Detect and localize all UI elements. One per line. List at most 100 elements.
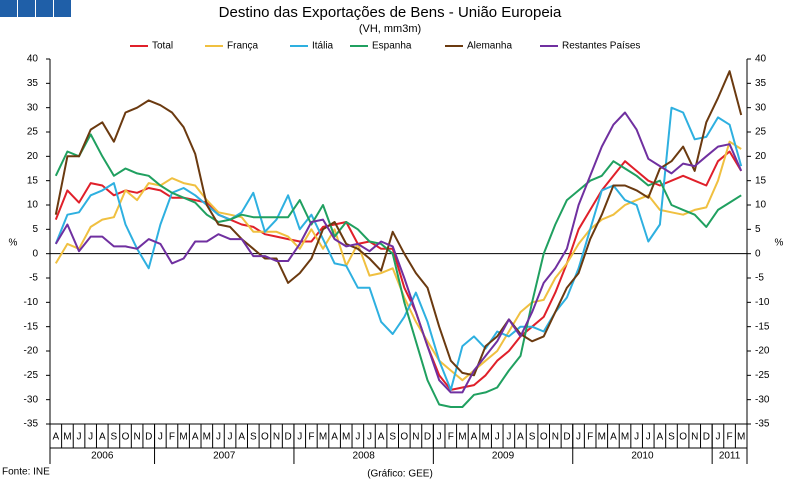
- x-tick-label: M: [179, 432, 187, 443]
- x-tick-label: F: [169, 432, 175, 443]
- x-tick-label: N: [134, 432, 141, 443]
- x-tick-label: M: [319, 432, 327, 443]
- y-axis-label: %: [9, 238, 18, 249]
- y2-tick-label: 30: [755, 102, 767, 113]
- x-tick-label: S: [111, 432, 118, 443]
- y2-tick-label: -10: [755, 297, 770, 308]
- x-tick-label: S: [668, 432, 675, 443]
- legend-label: França: [227, 41, 259, 52]
- x-tick-label: S: [529, 432, 536, 443]
- y-tick-label: -25: [24, 370, 39, 381]
- x-tick-label: A: [517, 432, 524, 443]
- y2-tick-label: -30: [755, 394, 770, 405]
- x-tick-label: J: [367, 432, 372, 443]
- x-tick-label: J: [437, 432, 442, 443]
- year-label: 2008: [353, 451, 376, 462]
- logo-block: [54, 0, 71, 17]
- y2-tick-label: 40: [755, 54, 767, 65]
- x-tick-label: M: [621, 432, 629, 443]
- series-line: [54, 111, 743, 394]
- legend-label: Espanha: [372, 41, 412, 52]
- x-tick-label: A: [471, 432, 478, 443]
- y-tick-label: 30: [27, 102, 39, 113]
- x-tick-label: O: [400, 432, 408, 443]
- x-tick-label: S: [389, 432, 396, 443]
- x-tick-label: D: [703, 432, 710, 443]
- year-label: 2011: [719, 451, 741, 462]
- x-tick-label: J: [646, 432, 651, 443]
- x-tick-label: A: [238, 432, 245, 443]
- y-tick-label: 20: [27, 151, 39, 162]
- x-tick-label: J: [506, 432, 511, 443]
- x-tick-label: O: [122, 432, 130, 443]
- x-tick-label: D: [145, 432, 152, 443]
- credit: (Gráfico: GEE): [367, 469, 433, 480]
- legend-label: Itália: [312, 41, 334, 52]
- x-tick-label: N: [412, 432, 419, 443]
- x-tick-label: D: [563, 432, 570, 443]
- x-tick-label: F: [727, 432, 733, 443]
- y2-axis-label: %: [775, 238, 784, 249]
- y2-tick-label: 10: [755, 200, 767, 211]
- logo-block: [36, 0, 53, 17]
- x-tick-label: N: [552, 432, 559, 443]
- x-tick-label: J: [77, 432, 82, 443]
- y2-tick-label: -35: [755, 419, 770, 430]
- x-tick-label: A: [331, 432, 338, 443]
- x-tick-label: A: [610, 432, 617, 443]
- x-tick-label: J: [634, 432, 639, 443]
- y2-tick-label: 15: [755, 175, 767, 186]
- y-tick-label: 15: [27, 175, 39, 186]
- y-tick-label: 10: [27, 200, 39, 211]
- x-tick-label: D: [285, 432, 292, 443]
- x-tick-label: S: [250, 432, 257, 443]
- x-tick-label: O: [679, 432, 687, 443]
- y2-tick-label: -15: [755, 321, 770, 332]
- x-tick-label: J: [158, 432, 163, 443]
- y-tick-label: -15: [24, 321, 39, 332]
- y-tick-label: -35: [24, 419, 39, 430]
- x-tick-label: A: [192, 432, 199, 443]
- x-tick-label: N: [691, 432, 698, 443]
- source: Fonte: INE: [2, 467, 50, 478]
- x-tick-label: A: [99, 432, 106, 443]
- x-tick-label: N: [273, 432, 280, 443]
- y2-tick-label: 35: [755, 78, 767, 89]
- x-tick-label: A: [657, 432, 664, 443]
- x-tick-label: J: [228, 432, 233, 443]
- series-line: [54, 70, 743, 377]
- x-tick-label: M: [203, 432, 211, 443]
- chart-subtitle: (VH, mm3m): [359, 23, 421, 35]
- year-label: 2009: [492, 451, 515, 462]
- x-tick-label: O: [261, 432, 269, 443]
- series-line: [54, 150, 743, 391]
- y-tick-label: -5: [29, 273, 38, 284]
- x-tick-label: A: [378, 432, 385, 443]
- x-tick-label: F: [587, 432, 593, 443]
- x-tick-label: J: [355, 432, 360, 443]
- x-tick-label: A: [52, 432, 59, 443]
- x-tick-label: M: [458, 432, 466, 443]
- series-line: [54, 106, 743, 391]
- y-tick-label: 5: [32, 224, 38, 235]
- x-tick-label: M: [598, 432, 606, 443]
- y2-tick-label: 25: [755, 127, 767, 138]
- x-tick-label: J: [495, 432, 500, 443]
- x-tick-label: J: [297, 432, 302, 443]
- x-tick-label: M: [63, 432, 71, 443]
- y-tick-label: -30: [24, 394, 39, 405]
- y-tick-label: -20: [24, 346, 39, 357]
- y-tick-label: 25: [27, 127, 39, 138]
- x-tick-label: J: [576, 432, 581, 443]
- y2-tick-label: -25: [755, 370, 770, 381]
- x-tick-label: O: [540, 432, 548, 443]
- x-tick-label: J: [216, 432, 221, 443]
- year-label: 2010: [631, 451, 654, 462]
- legend-label: Alemanha: [467, 41, 512, 52]
- series-line: [54, 140, 742, 382]
- legend-label: Total: [152, 41, 173, 52]
- x-tick-label: F: [448, 432, 454, 443]
- y2-tick-label: -5: [755, 273, 764, 284]
- y2-tick-label: -20: [755, 346, 770, 357]
